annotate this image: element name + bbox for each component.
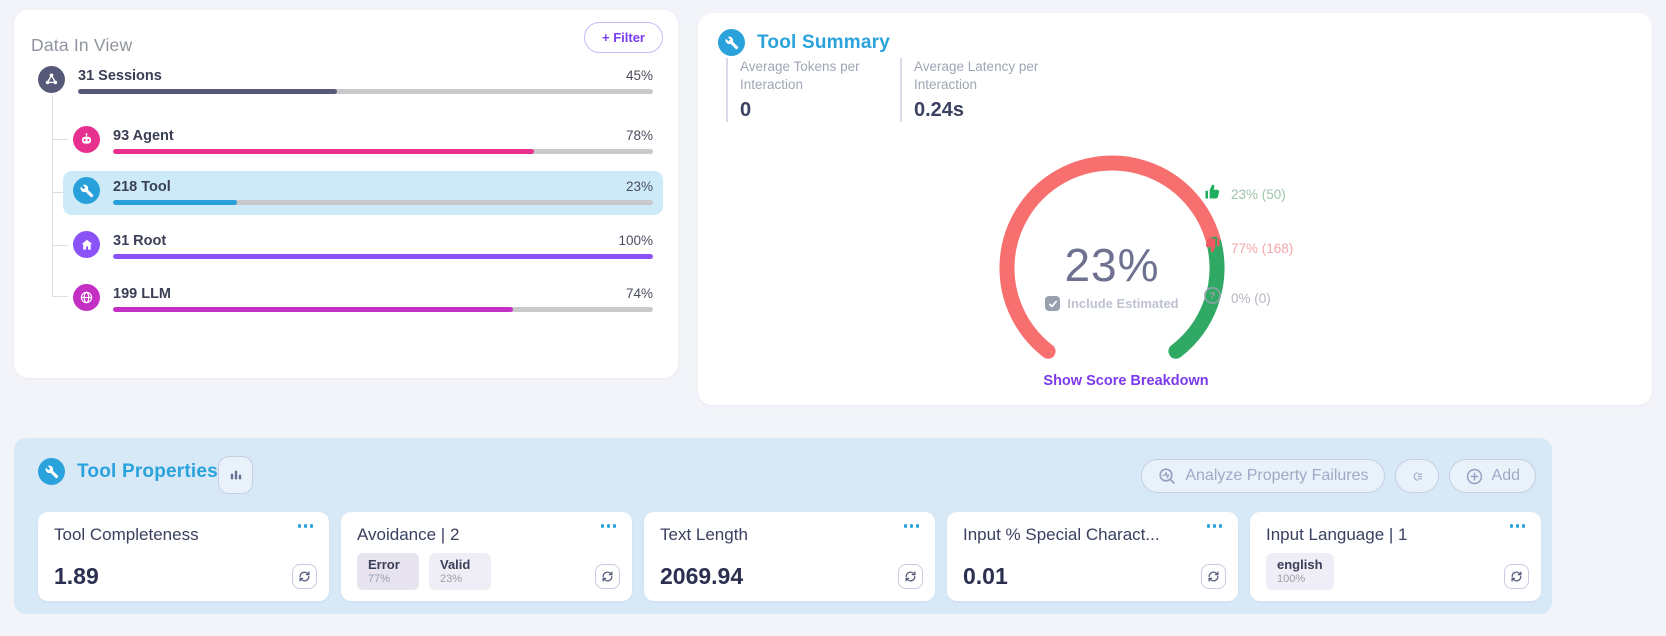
legend-text: 77% (168) [1231,240,1294,256]
stat-label: Average Tokens per Interaction [740,59,860,92]
card-menu-icon[interactable] [1203,520,1227,532]
card-title: Input Language | 1 [1266,525,1408,544]
sessions-icon [38,66,65,93]
tool-summary-panel: Tool Summary Average Tokens per Interact… [698,13,1652,405]
thumbs-down-icon [1203,236,1222,260]
progress-fill [113,307,513,312]
analyze-search-icon [1159,468,1176,484]
tool-properties-panel: Tool Properties Analyze Property Failure… [14,438,1552,614]
refresh-icon[interactable] [1504,564,1529,589]
wrench-icon [38,458,65,485]
row-percent: 23% [625,179,653,194]
progress-fill [113,254,653,259]
card-value: 0.01 [963,563,1008,589]
tree-connector [52,192,68,193]
agent-icon [73,126,100,153]
tree-connector [52,296,68,297]
thumbs-up-icon [1203,182,1222,206]
tree-row-llm[interactable]: 199 LLM 74% [73,284,653,312]
card-value: 2069.94 [660,563,744,589]
legend-text: 0% (0) [1231,290,1271,306]
row-percent: 74% [625,286,653,301]
property-card-tool-completeness: Tool Completeness 1.89 [38,512,329,601]
wrench-icon [718,29,745,56]
refresh-icon[interactable] [1201,564,1226,589]
refresh-icon[interactable] [292,564,317,589]
card-menu-icon[interactable] [1506,520,1530,532]
legend-thumbs-up: 23% (50) [1203,182,1403,206]
progress-fill [113,200,238,205]
score-value: 23% [1064,239,1160,291]
data-in-view-panel: Data In View + Filter 31 Sessions 45% 93… [14,10,678,378]
row-label: 31 Sessions [78,68,162,84]
filter-button[interactable]: + Filter [584,22,663,53]
tag-english: english 100% [1266,553,1334,590]
card-menu-icon[interactable] [294,520,318,532]
stat-value: 0.24s [914,99,965,121]
tree-row-sessions[interactable]: 31 Sessions 45% [38,66,653,94]
card-value: 1.89 [54,563,99,589]
bar-chart-button[interactable] [218,456,253,494]
property-card-input-language: Input Language | 1 english 100% [1250,512,1541,601]
tree-list-button[interactable] [1394,459,1439,493]
panel-title: Tool Summary [757,31,890,53]
progress-track [113,307,653,312]
tree-row-root[interactable]: 31 Root 100% [73,231,653,259]
tree-row-agent[interactable]: 93 Agent 78% [73,126,653,154]
show-score-breakdown-link[interactable]: Show Score Breakdown [1043,373,1209,389]
progress-track [113,200,653,205]
card-menu-icon[interactable] [900,520,924,532]
legend-thumbs-down: 77% (168) [1203,236,1403,260]
row-label: 93 Agent [113,128,174,144]
legend-text: 23% (50) [1231,186,1286,202]
progress-fill [113,149,535,154]
property-card-input-special-characters: Input % Special Charact... 0.01 [947,512,1238,601]
row-label: 199 LLM [113,286,172,302]
stat-value: 0 [740,99,752,121]
card-title: Text Length [660,525,748,544]
tree-connector [52,245,68,246]
tree-connector [52,95,53,296]
tag-valid: Valid 23% [429,553,491,590]
globe-icon [73,284,100,311]
svg-text:?: ? [1209,291,1215,302]
progress-track [113,149,653,154]
question-icon: ? [1203,286,1222,310]
home-icon [73,231,100,258]
tree-list-icon [1413,471,1422,481]
plus-circle-icon [1466,468,1482,484]
stat-avg-latency: Average Latency per Interaction 0.24s [900,58,1070,122]
row-label: 31 Root [113,233,167,249]
row-percent: 100% [618,233,653,248]
refresh-icon[interactable] [898,564,923,589]
add-button[interactable]: Add [1448,459,1536,493]
checkbox-label: Include Estimated [1067,296,1179,311]
card-title: Input % Special Charact... [963,525,1160,544]
row-percent: 78% [625,128,653,143]
analyze-property-failures-button[interactable]: Analyze Property Failures [1141,459,1385,493]
row-percent: 45% [625,68,653,83]
panel-title: Data In View [31,35,133,55]
row-label: 218 Tool [113,179,171,195]
include-estimated-checkbox[interactable]: Include Estimated [992,296,1232,311]
panel-title: Tool Properties [77,460,218,482]
property-card-avoidance: Avoidance | 2 Error 77% Valid 23% [341,512,632,601]
checkbox-checked-icon[interactable] [1045,296,1061,311]
wrench-icon [73,177,100,204]
tree-row-tool-selected[interactable]: 218 Tool 23% [63,171,663,215]
progress-fill [78,89,337,94]
card-menu-icon[interactable] [597,520,621,532]
legend-unrated: ? 0% (0) [1203,286,1403,310]
progress-track [78,89,653,94]
card-title: Avoidance | 2 [357,525,460,544]
tree-connector [52,139,68,140]
tag-error: Error 77% [357,553,419,590]
stat-avg-tokens: Average Tokens per Interaction 0 [726,58,896,122]
property-card-text-length: Text Length 2069.94 [644,512,935,601]
progress-track [113,254,653,259]
stat-label: Average Latency per Interaction [914,59,1039,92]
card-title: Tool Completeness [54,525,199,544]
refresh-icon[interactable] [595,564,620,589]
